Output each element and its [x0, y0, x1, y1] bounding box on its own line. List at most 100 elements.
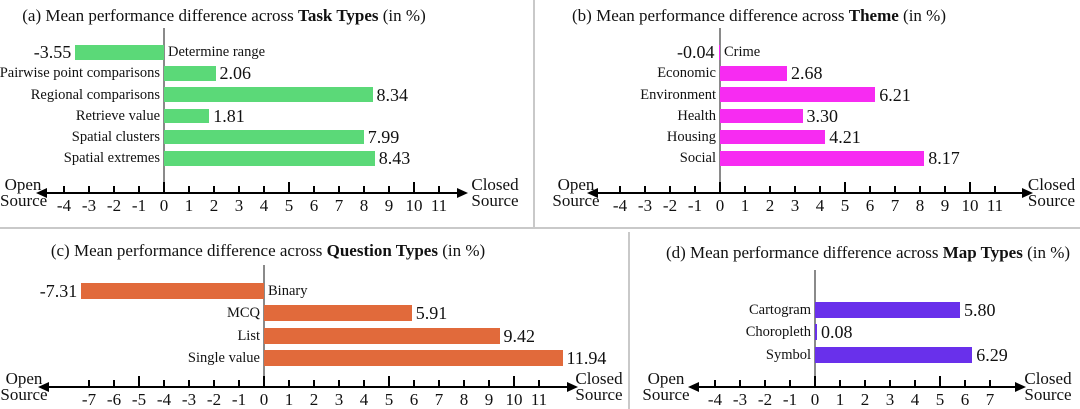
axis-tick-label: 5 — [935, 390, 945, 409]
axis-tick — [744, 186, 746, 193]
axis-tick-label: 3 — [885, 390, 895, 409]
zero-baseline — [263, 265, 265, 387]
axis-tick-label: 6 — [409, 390, 419, 409]
axis-tick — [388, 376, 390, 387]
bar-value-label: 6.21 — [879, 84, 911, 105]
axis-tick-label: 11 — [530, 390, 548, 409]
bar-category-label: Economic — [657, 65, 716, 82]
chart-title: (d) Mean performance difference across M… — [666, 243, 1070, 263]
bar-value-label: -0.04 — [677, 42, 715, 63]
chart-title-prefix: (a) Mean performance difference across — [22, 6, 299, 25]
bar-value-label: 8.34 — [376, 84, 409, 105]
axis-tick-label: 2 — [765, 196, 775, 215]
bar — [264, 327, 500, 344]
axis-tick — [163, 182, 165, 193]
bar-value-label: 8.17 — [928, 148, 960, 169]
axis-tick — [363, 186, 365, 193]
axis-tick-label: -3 — [81, 196, 97, 215]
bar-category-label: Binary — [268, 283, 308, 299]
bar-value-label: 1.81 — [213, 105, 245, 126]
chart-title-suffix: (in %) — [898, 6, 946, 25]
axis-tick-label: 1 — [740, 196, 750, 215]
chart-title-suffix: (in %) — [437, 241, 486, 260]
axis-tick — [919, 186, 921, 193]
bar-category-label: Crime — [724, 44, 761, 61]
chart-title-prefix: (c) Mean performance difference across — [50, 241, 327, 260]
bar — [720, 129, 826, 145]
bar-value-label: 11.94 — [566, 348, 607, 369]
bar-value-label: 2.68 — [791, 63, 823, 84]
axis-tick — [538, 380, 540, 387]
axis-tick — [964, 380, 966, 387]
axis-tick — [619, 186, 621, 193]
axis-tick-label: -2 — [106, 196, 122, 215]
bar-value-label: 6.29 — [976, 344, 1008, 365]
axis-tick — [213, 186, 215, 193]
bar — [815, 324, 817, 341]
axis-tick-label: 9 — [940, 196, 950, 215]
axis-tick — [338, 380, 340, 387]
axis-tick — [794, 186, 796, 193]
panel-question-types: (c) Mean performance difference across Q… — [0, 227, 628, 409]
axis-tick — [969, 182, 971, 193]
axis-left-arrow-icon — [36, 188, 47, 198]
bar — [264, 305, 412, 322]
axis-tick-label: 10 — [505, 390, 523, 409]
bar — [264, 350, 563, 367]
axis-right-label: Closed Source — [575, 369, 623, 404]
axis-tick — [844, 182, 846, 193]
axis-tick-label: 0 — [810, 390, 820, 409]
panel-map-types: (d) Mean performance difference across M… — [628, 227, 1080, 409]
chart-title: (a) Mean performance difference across T… — [22, 6, 425, 26]
axis-tick-label: 6 — [865, 196, 875, 215]
bar-category-label: List — [237, 327, 260, 344]
axis-line — [698, 386, 1016, 388]
bar — [720, 66, 787, 81]
axis-tick-label: 10 — [405, 196, 423, 215]
bar — [164, 129, 364, 145]
axis-tick-label: -2 — [757, 390, 773, 409]
axis-tick-label: 7 — [434, 390, 444, 409]
chart-title-suffix: (in %) — [378, 6, 426, 25]
axis-tick — [488, 380, 490, 387]
axis-tick-label: 4 — [359, 390, 369, 409]
axis-tick — [914, 380, 916, 387]
axis-tick-label: -4 — [56, 196, 72, 215]
chart-title: (c) Mean performance difference across Q… — [51, 241, 485, 261]
axis-line — [46, 192, 458, 194]
bar-category-label: Housing — [666, 129, 716, 146]
chart-title-prefix: (b) Mean performance difference across — [572, 6, 849, 25]
axis-tick — [88, 380, 90, 387]
axis-tick-label: 5 — [284, 196, 294, 215]
axis-tick-label: 0 — [715, 196, 725, 215]
bar-category-label: Choropleth — [745, 324, 811, 341]
axis-left-arrow-icon — [587, 188, 598, 198]
axis-tick-label: 4 — [815, 196, 825, 215]
axis-tick-label: 8 — [459, 390, 469, 409]
axis-tick — [413, 380, 415, 387]
chart-title-bold: Task Types — [298, 6, 379, 25]
bar — [164, 66, 216, 81]
axis-tick — [438, 186, 440, 193]
axis-left-label: Open Source — [0, 369, 48, 404]
axis-tick — [714, 380, 716, 387]
bar-category-label: Environment — [640, 86, 716, 103]
bar-value-label: -7.31 — [39, 281, 78, 301]
axis-tick — [113, 380, 115, 387]
axis-right-arrow-icon — [567, 382, 578, 392]
axis-tick-label: -4 — [156, 390, 172, 409]
bar-value-label: 9.42 — [503, 325, 536, 346]
axis-tick — [313, 186, 315, 193]
axis-tick — [819, 186, 821, 193]
axis-tick — [363, 380, 365, 387]
bar-category-label: Symbol — [765, 346, 811, 363]
axis-tick — [138, 376, 140, 387]
axis-tick-label: -1 — [231, 390, 247, 409]
panel-task-types: (a) Mean performance difference across T… — [0, 0, 533, 227]
bar — [718, 45, 720, 60]
chart-title-bold: Question Types — [326, 241, 438, 260]
axis-tick — [113, 186, 115, 193]
axis-tick — [63, 186, 65, 193]
bar — [164, 87, 373, 102]
axis-tick — [869, 186, 871, 193]
